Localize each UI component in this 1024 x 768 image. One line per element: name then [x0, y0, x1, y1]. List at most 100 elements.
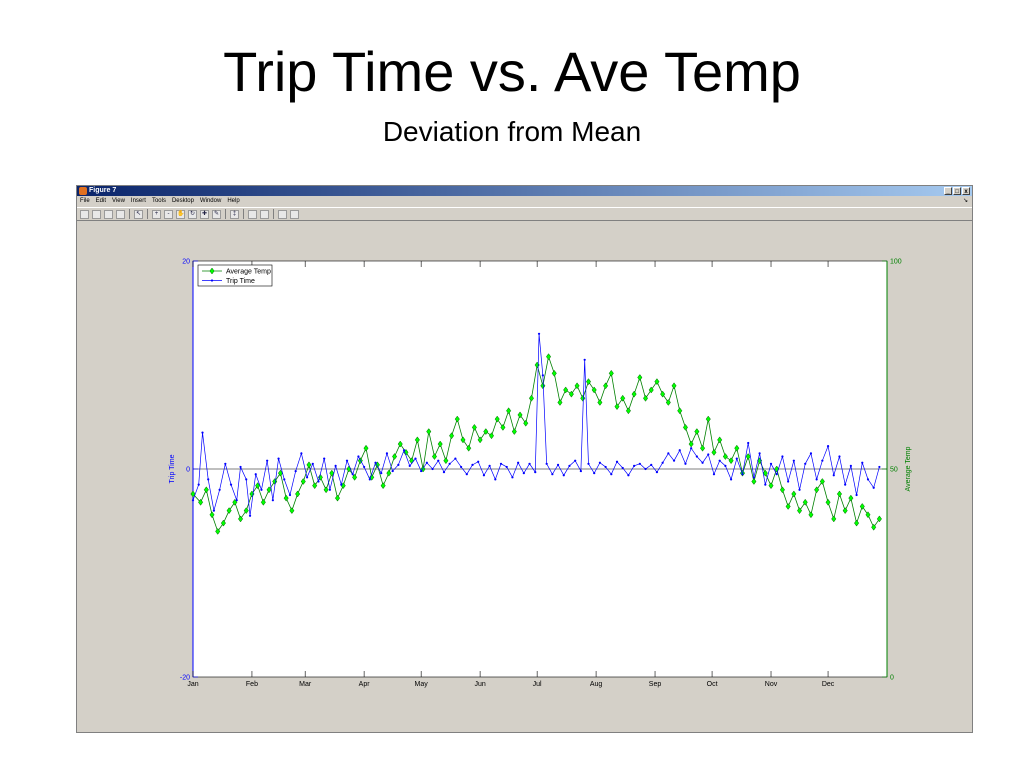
average-temp-point [397, 440, 403, 448]
trip-time-point [191, 499, 195, 502]
trip-time-point [294, 469, 297, 473]
trip-time-point [678, 449, 681, 452]
maximize-button[interactable]: □ [953, 187, 961, 195]
save-icon[interactable] [104, 209, 113, 219]
average-temp-point [329, 469, 335, 477]
trip-time-point [633, 464, 636, 467]
trip-time-point [752, 476, 756, 479]
trip-time-point [454, 457, 457, 460]
average-temp-point [620, 394, 626, 402]
average-temp-point [660, 390, 666, 398]
average-temp-point [745, 453, 751, 460]
minimize-button[interactable]: _ [944, 187, 952, 195]
average-temp-point [831, 515, 837, 523]
average-temp-point [722, 453, 728, 460]
dock-arrow-icon[interactable]: ↘ [962, 198, 968, 204]
trip-time-point [224, 462, 227, 465]
average-temp-point [306, 461, 312, 469]
x-tick-label: Dec [822, 681, 835, 688]
trip-time-point [212, 509, 216, 512]
average-temp-point [785, 503, 791, 510]
average-temp-point [819, 478, 825, 485]
right-y-tick-label: 100 [890, 259, 902, 266]
average-temp-point [865, 511, 871, 519]
average-temp-point [232, 498, 238, 506]
menu-tools[interactable]: Tools [151, 198, 166, 204]
colorbar-icon[interactable] [248, 209, 257, 219]
average-temp-point [751, 478, 757, 485]
trip-time-point [541, 374, 544, 377]
average-temp-point [608, 369, 614, 377]
average-temp-point [243, 507, 249, 515]
left-y-tick-label: 0 [186, 467, 190, 474]
average-temp-point [774, 465, 780, 473]
trip-time-point [283, 478, 286, 481]
average-temp-point [591, 386, 597, 394]
average-temp-point [859, 503, 865, 510]
trip-time-point [556, 463, 560, 466]
trip-time-point [345, 459, 349, 462]
trip-time-point [431, 467, 434, 471]
trip-time-point [448, 462, 451, 465]
close-button[interactable]: x [962, 187, 970, 195]
pan-icon[interactable]: ✋ [176, 209, 185, 219]
menu-insert[interactable]: Insert [130, 198, 146, 204]
menu-view[interactable]: View [112, 198, 125, 204]
x-tick-label: Nov [765, 681, 778, 688]
figure-window: Figure 7 _ □ x File Edit View Insert Too… [76, 185, 973, 733]
trip-time-point [644, 467, 647, 471]
menu-help[interactable]: Help [227, 198, 240, 204]
link-icon[interactable]: ‡ [230, 209, 239, 219]
trip-time-point [311, 462, 314, 465]
trip-time-point [718, 459, 721, 462]
average-temp-point [802, 498, 808, 506]
average-temp-point [688, 440, 694, 448]
right-axis-label: Average Temp [905, 446, 912, 491]
trip-time-point [477, 460, 480, 463]
show-tools-icon[interactable] [290, 209, 299, 219]
matlab-icon [79, 187, 87, 195]
trip-time-point [707, 453, 710, 456]
average-temp-point [836, 490, 842, 498]
toolbar-separator [147, 209, 148, 219]
zoom-in-icon[interactable]: + [152, 209, 161, 219]
new-icon[interactable] [80, 209, 89, 219]
x-tick-label: Jul [533, 681, 542, 688]
trip-time-point [821, 459, 824, 462]
window-titlebar[interactable]: Figure 7 _ □ x [77, 186, 972, 196]
average-temp-point [717, 436, 723, 444]
print-icon[interactable] [116, 209, 125, 219]
average-temp-point [386, 469, 392, 477]
average-temp-point [665, 399, 671, 406]
brush-icon[interactable]: ✎ [212, 209, 221, 219]
open-icon[interactable] [92, 209, 101, 219]
trip-time-point [522, 472, 525, 475]
average-temp-point [637, 374, 643, 381]
trip-time-point [482, 474, 486, 477]
pointer-icon[interactable]: ↖ [134, 209, 143, 219]
menu-window[interactable]: Window [199, 198, 222, 204]
window-title: Figure 7 [89, 187, 117, 194]
legend-icon[interactable] [260, 209, 269, 219]
average-temp-point [597, 399, 603, 406]
legend-trip-label: Trip Time [226, 278, 255, 285]
average-temp-point [808, 511, 814, 519]
data-cursor-icon[interactable]: ✚ [200, 209, 209, 219]
trip-time-point [741, 473, 744, 476]
zoom-out-icon[interactable]: - [164, 209, 173, 219]
menu-file[interactable]: File [80, 198, 90, 204]
hide-tools-icon[interactable] [278, 209, 287, 219]
trip-time-point [667, 452, 670, 455]
menu-edit[interactable]: Edit [95, 198, 107, 204]
rotate-icon[interactable]: ↻ [188, 209, 197, 219]
average-temp-point [557, 399, 563, 406]
average-temp-point [643, 394, 649, 402]
average-temp-point [215, 527, 221, 535]
trip-time-point [357, 455, 360, 458]
average-temp-point [295, 490, 301, 498]
trip-time-point [684, 462, 687, 465]
menu-desktop[interactable]: Desktop [171, 198, 194, 204]
trip-time-point [511, 476, 514, 479]
average-temp-point [682, 423, 688, 431]
trip-time-point [579, 469, 582, 473]
